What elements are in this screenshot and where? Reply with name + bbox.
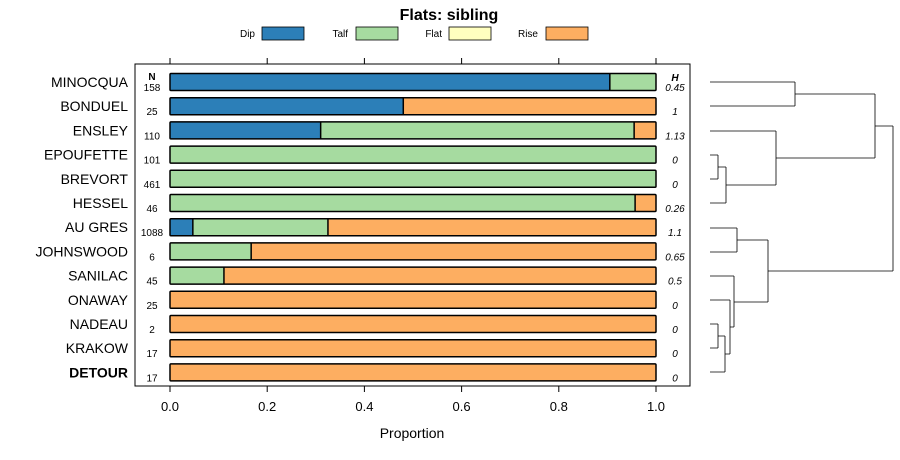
bar-outline-hessel [169,193,657,213]
n-value-au-gres: 1088 [141,228,164,239]
h-value-bonduel: 1 [672,107,678,118]
bar-ensley-talf [320,121,635,139]
bar-outline-johnswood [169,242,657,261]
n-value-detour: 17 [146,373,158,384]
row-label-bonduel: BONDUEL [60,98,128,114]
bar-bonduel-dip [170,97,404,115]
row-label-hessel: HESSEL [73,195,128,211]
bar-sanilac-talf [170,267,224,285]
bar-bonduel-rise [403,97,656,115]
row-label-epoufette: EPOUFETTE [44,147,128,163]
n-value-nadeau: 2 [149,325,155,336]
legend-label-talf: Talf [332,29,348,40]
bar-minocqua-dip [170,73,610,91]
legend-swatch-talf [355,26,399,41]
row-label-ensley: ENSLEY [73,122,129,138]
h-value-brevort: 0 [672,180,678,191]
h-value-johnswood: 0.65 [665,252,685,263]
x-tick-label-0: 0.0 [161,399,179,414]
bar-outline-ensley [169,121,657,140]
bar-outline-minocqua [169,72,657,92]
x-axis-title: Proportion [380,425,445,441]
bar-johnswood-talf [170,242,252,260]
h-value-minocqua: 0.45 [665,83,685,94]
bar-outline-krakow [169,338,657,358]
n-value-brevort: 461 [144,180,161,191]
row-label-brevort: BREVORT [61,171,129,187]
row-label-au-gres: AU GRES [65,219,128,235]
h-value-au-gres: 1.1 [668,228,682,239]
n-value-bonduel: 25 [146,107,158,118]
x-tick-label-1: 0.2 [258,399,276,414]
bar-outline-bonduel [169,96,657,116]
bar-ensley-rise [634,121,656,139]
bar-outline-brevort [169,169,657,189]
legend-label-flat: Flat [425,29,442,40]
h-value-detour: 0 [672,373,678,384]
n-value-onaway: 25 [146,301,158,312]
n-column-header: N [148,72,155,83]
bar-outline-epoufette [169,145,657,164]
x-axis: 0.0 0.2 0.4 0.6 0.8 1.0 [161,58,665,414]
n-value-sanilac: 45 [146,277,158,288]
legend-swatch-dip [261,26,305,41]
bar-johnswood-rise [251,242,657,260]
h-value-epoufette: 0 [672,156,678,167]
bar-outline-onaway [169,290,657,310]
n-value-epoufette: 101 [144,156,161,167]
n-value-johnswood: 6 [149,252,155,263]
x-tick-label-2: 0.4 [355,399,373,414]
x-tick-label-3: 0.6 [453,399,471,414]
bar-nadeau-rise [170,315,656,333]
bar-outline-sanilac [169,266,657,285]
bar-sanilac-rise [223,267,657,285]
bar-hessel-rise [635,194,656,212]
bar-au-gres-dip [170,218,193,236]
bar-detour-rise [170,363,656,381]
bar-ensley-dip [170,121,321,139]
n-value-krakow: 17 [146,349,158,360]
legend-swatch-rise [545,26,589,41]
x-tick-label-5: 1.0 [647,399,665,414]
row-label-johnswood: JOHNSWOOD [35,243,128,259]
n-value-ensley: 110 [144,131,160,142]
legend-label-dip: Dip [240,29,255,40]
legend: Dip Talf Flat Rise [240,26,589,41]
bar-brevort-talf [170,170,656,188]
bar-au-gres-rise [327,218,656,236]
h-value-ensley: 1.13 [665,131,685,142]
row-label-detour: DETOUR [69,364,128,380]
h-value-krakow: 0 [672,349,678,360]
bar-minocqua-talf [609,73,656,91]
bar-outline-detour [169,363,657,382]
plot-frame [134,63,691,387]
n-value-minocqua: 158 [144,83,161,94]
legend-swatch-flat [448,26,492,41]
row-label-nadeau: NADEAU [70,316,128,332]
n-value-hessel: 46 [146,204,158,215]
bar-rows: MINOCQUA 158 0.45 BONDUEL 25 1 ENSLEY 110 1.13 EP… [35,72,685,384]
row-label-onaway: ONAWAY [68,292,129,308]
row-label-sanilac: SANILAC [68,268,128,284]
bar-onaway-rise [170,291,656,309]
h-value-sanilac: 0.5 [668,277,682,288]
bar-outline-nadeau [169,314,657,334]
row-label-minocqua: MINOCQUA [51,74,129,90]
h-column-header: H [671,73,679,84]
dendrogram [710,81,894,373]
chart-title: Flats: sibling [400,7,499,24]
legend-label-rise: Rise [518,29,538,40]
bar-krakow-rise [170,339,656,357]
bar-epoufette-talf [170,146,656,164]
h-value-nadeau: 0 [672,325,678,336]
h-value-hessel: 0.26 [665,204,685,215]
x-tick-label-4: 0.8 [550,399,568,414]
bar-hessel-talf [170,194,636,212]
row-label-krakow: KRAKOW [66,340,129,356]
bar-outline-au-gres [169,217,657,237]
bar-au-gres-talf [192,218,328,236]
h-value-onaway: 0 [672,301,678,312]
